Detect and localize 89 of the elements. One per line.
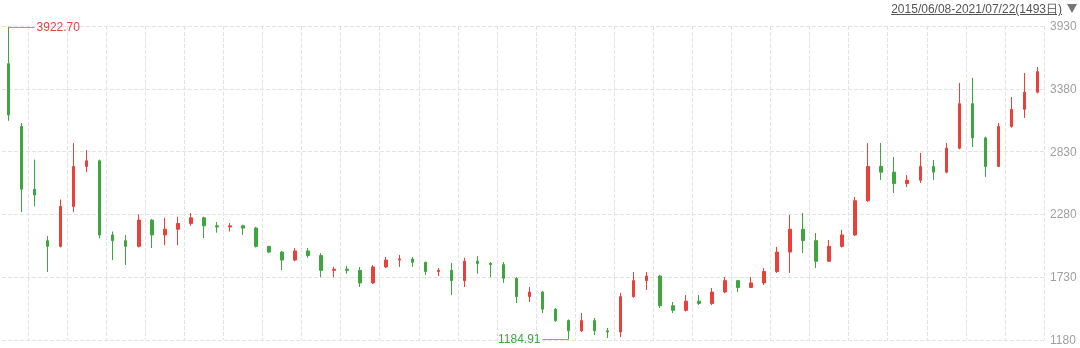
candlestick: [515, 276, 518, 304]
candlestick: [254, 226, 258, 249]
candlestick: [840, 229, 844, 249]
candlestick: [241, 224, 245, 236]
candlestick: [697, 294, 701, 306]
candlestick: [945, 142, 948, 174]
y-tick-label: 1180: [1050, 333, 1077, 347]
candlestick: [958, 82, 961, 150]
candlestick: [593, 317, 596, 336]
candlestick: [280, 250, 284, 271]
candlestick: [853, 196, 857, 237]
candlestick: [932, 159, 935, 181]
candlestick: [163, 217, 167, 246]
candlestick: [762, 267, 766, 286]
candlestick: [358, 266, 362, 288]
candlestick: [7, 26, 10, 122]
candlestick: [866, 142, 870, 203]
candlestick: [502, 261, 505, 284]
candlestick: [450, 262, 453, 296]
candlestick: [20, 122, 23, 213]
candlestick: [111, 231, 114, 261]
candlestick: [293, 247, 297, 262]
candlestick: [619, 292, 622, 338]
candlestick: [124, 234, 127, 266]
y-tick-label: 2280: [1050, 207, 1078, 222]
candlestick: [971, 77, 974, 148]
y-tick-label: 1730: [1050, 270, 1078, 285]
candlestick: [150, 218, 154, 249]
candlestick: [332, 266, 336, 278]
candlestick: [489, 261, 492, 278]
candlestick: [749, 276, 753, 289]
candlestick: [879, 142, 883, 181]
candlestick: [384, 256, 388, 269]
candlestick: [137, 213, 141, 249]
candlestick: [398, 254, 401, 268]
candlestick: [710, 287, 714, 306]
candlestick: [98, 159, 101, 239]
candlestick: [775, 246, 779, 274]
candlestick: [606, 327, 609, 339]
candlestick: [723, 276, 727, 294]
candlestick: [528, 286, 531, 303]
candlestick: [59, 199, 62, 249]
candlestick: [997, 122, 1000, 168]
candlestick: [554, 307, 557, 323]
candlestick: [645, 271, 648, 291]
candlestick: [814, 232, 818, 269]
candlestick: [919, 152, 922, 184]
candlestick: [319, 252, 323, 278]
candlestick: [1036, 66, 1039, 94]
candlestick: [72, 142, 75, 213]
candlestick: [567, 318, 570, 340]
candlestick: [541, 290, 544, 314]
candlestick: [632, 271, 635, 299]
candlestick: [267, 245, 271, 254]
candlestick: [411, 256, 414, 268]
candlestick: [905, 174, 909, 188]
annotation: 1184.91: [498, 332, 541, 347]
candlestick: [580, 312, 583, 333]
candlestick: [736, 279, 740, 293]
candlestick: [46, 235, 49, 273]
candlestick: [463, 257, 466, 288]
candlestick: [306, 247, 310, 259]
candlestick: [371, 264, 375, 285]
candlestick: [1010, 96, 1013, 129]
chart-title: 2015/06/08-2021/07/22(1493日): [891, 1, 1062, 18]
candlestick: [215, 221, 219, 234]
candlestick: [788, 214, 792, 274]
y-tick-label: 3930: [1050, 19, 1078, 33]
candlestick: [437, 267, 440, 277]
candlestick: [189, 212, 193, 227]
candlestick: [85, 149, 88, 173]
candlestick: [671, 301, 675, 314]
candlestick: [984, 136, 987, 178]
candlestick: [658, 274, 662, 309]
y-tick-label: 3380: [1050, 81, 1078, 96]
y-tick-label: 2830: [1050, 144, 1078, 159]
candlestick: [892, 156, 896, 194]
candlestick: [1023, 72, 1026, 119]
candlestick: [202, 216, 206, 239]
candlestick: [345, 265, 349, 275]
candlestick: [424, 261, 427, 276]
candlestick: [801, 212, 805, 254]
candlestick: [228, 222, 232, 233]
candlestick: [33, 159, 36, 207]
candlestick: [827, 239, 831, 263]
annotation: 3922.70: [36, 19, 81, 34]
candlestick: [684, 294, 688, 312]
candlestick: [176, 216, 180, 246]
candlestick: [476, 255, 479, 275]
